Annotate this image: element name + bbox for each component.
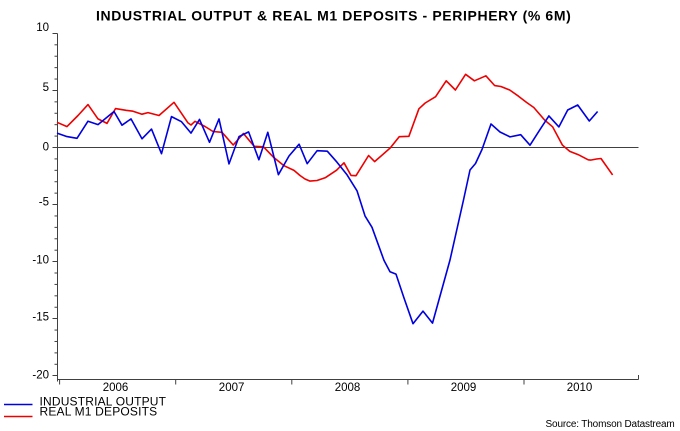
svg-text:2010: 2010 [567, 382, 593, 394]
svg-text:Source: Thomson Datastream: Source: Thomson Datastream [546, 419, 675, 430]
svg-text:-5: -5 [39, 197, 49, 209]
svg-text:-15: -15 [32, 312, 49, 324]
svg-text:INDUSTRIAL OUTPUT & REAL M1 DE: INDUSTRIAL OUTPUT & REAL M1 DEPOSITS - P… [96, 8, 571, 24]
svg-text:INDUSTRIAL OUTPUT: INDUSTRIAL OUTPUT [40, 395, 167, 409]
svg-text:5: 5 [43, 82, 49, 94]
svg-text:-10: -10 [32, 254, 49, 266]
svg-text:10: 10 [36, 22, 49, 34]
svg-text:2009: 2009 [451, 382, 477, 394]
svg-text:2008: 2008 [335, 382, 361, 394]
svg-text:0: 0 [43, 141, 49, 153]
svg-text:2007: 2007 [219, 382, 245, 394]
svg-text:REAL M1 DEPOSITS: REAL M1 DEPOSITS [40, 405, 158, 419]
svg-text:2006: 2006 [103, 382, 129, 394]
svg-text:-20: -20 [32, 370, 49, 382]
